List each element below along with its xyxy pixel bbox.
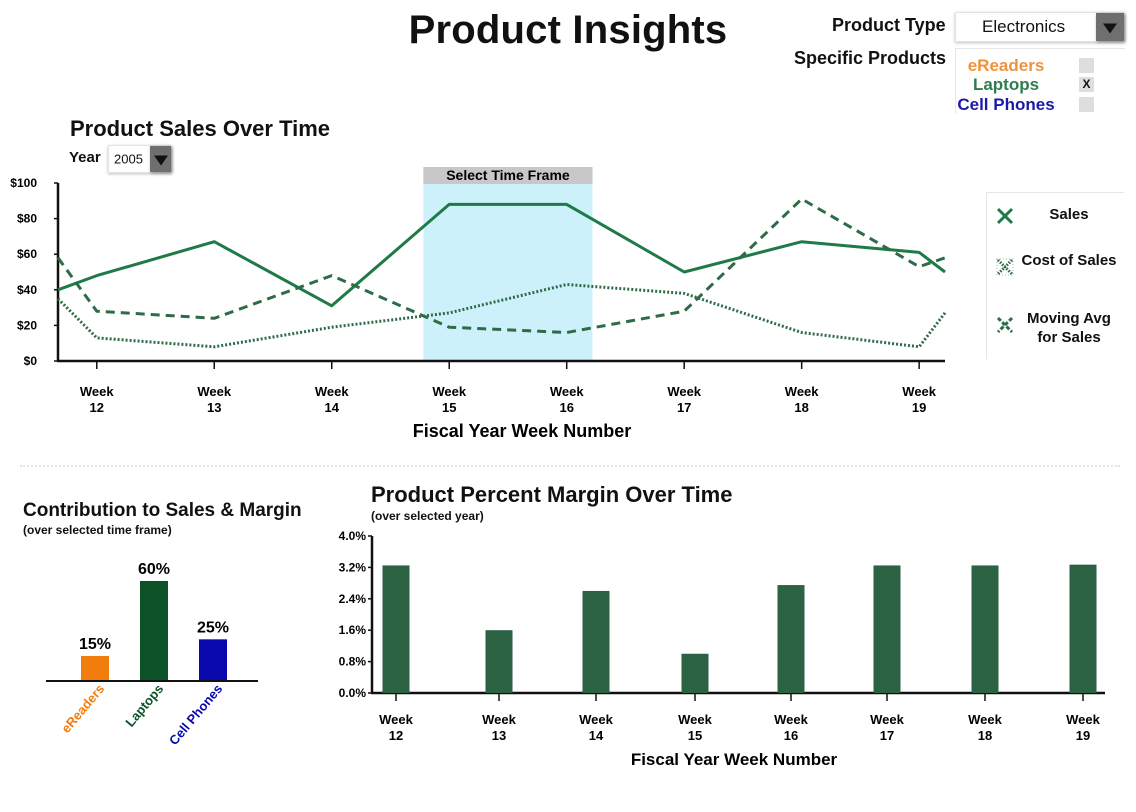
- year-label: Year: [69, 149, 101, 166]
- specific-products-list: eReaders Laptops X Cell Phones: [955, 48, 1125, 114]
- sales-line: [57, 202, 946, 308]
- x-solid-icon: [996, 207, 1014, 225]
- margin-y-tick-label: 2.4%: [339, 592, 367, 606]
- margin-x-tick-label: Week 18: [968, 712, 1002, 743]
- product-option-label: Cell Phones: [957, 95, 1055, 114]
- x-dotted-icon: [996, 258, 1014, 276]
- margin-chart-subtitle: (over selected year): [371, 509, 484, 523]
- y-tick-label: $0: [24, 354, 38, 368]
- margin-x-tick-label: Week 14: [579, 712, 613, 743]
- contribution-bar: [81, 656, 109, 681]
- product-option-label: eReaders: [967, 56, 1045, 75]
- y-tick-label: $20: [17, 318, 37, 332]
- margin-bar: [582, 590, 610, 693]
- product-type-label: Product Type: [832, 15, 946, 35]
- product-option-laptops[interactable]: Laptops X: [956, 75, 1106, 95]
- contribution-category-label: Cell Phones: [166, 681, 225, 748]
- x-axis-label: Fiscal Year Week Number: [413, 421, 631, 441]
- x-tick-label: Week 12: [80, 384, 114, 415]
- product-checkbox[interactable]: [1079, 58, 1094, 73]
- section-divider: [20, 465, 1120, 467]
- margin-y-tick-label: 0.0%: [339, 686, 367, 700]
- margin-x-tick-label: Week 17: [870, 712, 904, 743]
- contribution-bar: [199, 639, 227, 681]
- x-dashed-icon: [996, 316, 1014, 334]
- time-frame-highlight: [423, 183, 593, 361]
- page-title: Product Insights: [408, 8, 728, 52]
- margin-bar: [971, 565, 999, 693]
- margin-y-tick-label: 1.6%: [339, 623, 367, 637]
- y-tick-label: $100: [10, 176, 37, 190]
- cost-of-sales-line: [56, 283, 947, 349]
- margin-x-tick-label: Week 13: [482, 712, 516, 743]
- margin-bar: [382, 565, 410, 693]
- margin-chart-title: Product Percent Margin Over Time: [371, 482, 733, 507]
- time-frame-label: Select Time Frame: [446, 167, 570, 183]
- margin-bar: [777, 585, 805, 693]
- product-checkbox[interactable]: [1079, 97, 1094, 112]
- x-tick-label: Week 16: [550, 384, 584, 415]
- margin-y-tick-label: 3.2%: [339, 560, 367, 574]
- x-tick-label: Week 17: [667, 384, 701, 415]
- product-type-value: Electronics: [982, 17, 1066, 36]
- year-value: 2005: [114, 151, 143, 167]
- margin-x-axis-label: Fiscal Year Week Number: [631, 750, 838, 769]
- margin-bar-chart: 0.0% 0.8% 1.6% 2.4% 3.2% 4.0% Week 12 Week 13 Week…: [339, 529, 1105, 769]
- chevron-down-icon[interactable]: [150, 146, 171, 172]
- time-frame-handle[interactable]: [423, 167, 593, 184]
- x-tick-label: Week 13: [197, 384, 231, 415]
- y-tick-label: $80: [17, 212, 37, 226]
- contribution-title: Contribution to Sales & Margin: [23, 500, 302, 521]
- contribution-value-label: 15%: [79, 636, 111, 653]
- contribution-value-label: 60%: [138, 561, 170, 578]
- margin-y-tick-label: 4.0%: [339, 529, 367, 543]
- sales-legend: Sales Cost of Sales Moving Avg for Sales: [986, 192, 1124, 359]
- product-option-label: Laptops: [972, 75, 1040, 94]
- margin-bar: [1069, 564, 1097, 693]
- product-type-dropdown[interactable]: Electronics: [955, 12, 1125, 42]
- contribution-category-label: eReaders: [58, 681, 107, 735]
- margin-x-tick-label: Week 12: [379, 712, 413, 743]
- margin-y-tick-label: 0.8%: [339, 655, 367, 669]
- specific-products-label: Specific Products: [794, 48, 947, 68]
- legend-label: Sales: [1049, 206, 1089, 223]
- year-dropdown[interactable]: 2005: [108, 145, 172, 173]
- margin-x-tick-label: Week 15: [678, 712, 712, 743]
- sales-chart-title: Product Sales Over Time: [70, 116, 331, 141]
- contribution-category-label: Laptops: [122, 681, 166, 729]
- x-tick-label: Week 18: [785, 384, 819, 415]
- margin-bar: [681, 653, 709, 693]
- contribution-value-label: 25%: [197, 619, 229, 636]
- chevron-down-icon[interactable]: [1096, 13, 1124, 41]
- x-tick-label: Week 15: [432, 384, 466, 415]
- margin-bar: [485, 630, 513, 693]
- contribution-bar: [140, 581, 168, 681]
- legend-label: Moving Avg for Sales: [1027, 310, 1111, 346]
- contribution-bar-chart: 15% eReaders 60% Laptops 25% Cell Phones: [46, 561, 258, 748]
- sales-line-chart: Select Time Frame $0 $20 $40 $60 $80 $100 Week 1…: [10, 167, 947, 441]
- y-tick-label: $40: [17, 283, 37, 297]
- margin-x-tick-label: Week 16: [774, 712, 808, 743]
- moving-avg-line: [56, 197, 946, 334]
- contribution-subtitle: (over selected time frame): [23, 523, 172, 537]
- product-checkbox[interactable]: X: [1079, 77, 1094, 92]
- legend-label: Cost of Sales: [1021, 252, 1117, 269]
- margin-x-tick-label: Week 19: [1066, 712, 1100, 743]
- y-tick-label: $60: [17, 247, 37, 261]
- x-tick-label: Week 19: [902, 384, 936, 415]
- margin-bar: [873, 565, 901, 693]
- product-option-ereaders[interactable]: eReaders: [956, 56, 1106, 76]
- product-option-cell-phones[interactable]: Cell Phones: [956, 95, 1106, 115]
- x-tick-label: Week 14: [315, 384, 349, 415]
